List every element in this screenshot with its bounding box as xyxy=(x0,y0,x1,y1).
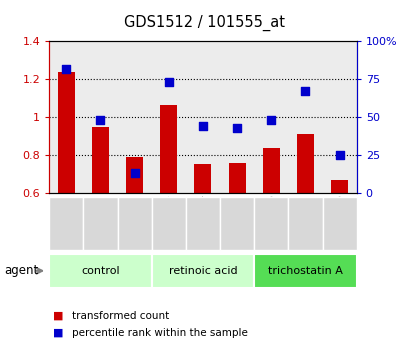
Point xyxy=(97,118,103,123)
Bar xyxy=(92,127,109,193)
Text: ■: ■ xyxy=(53,311,64,321)
Point xyxy=(199,124,206,129)
Bar xyxy=(254,41,288,193)
Text: control: control xyxy=(81,266,119,276)
Point xyxy=(165,80,172,85)
Bar xyxy=(330,180,347,193)
Text: percentile rank within the sample: percentile rank within the sample xyxy=(72,328,247,338)
Text: GDS1512 / 101555_at: GDS1512 / 101555_at xyxy=(124,15,285,31)
Point xyxy=(233,125,240,131)
Bar xyxy=(262,148,279,193)
Bar xyxy=(151,41,185,193)
Point xyxy=(335,152,342,158)
Bar xyxy=(296,134,313,193)
Bar xyxy=(117,41,151,193)
Bar xyxy=(185,41,220,193)
Bar xyxy=(322,41,356,193)
Bar xyxy=(160,105,177,193)
Point xyxy=(267,118,274,123)
Bar xyxy=(58,72,74,193)
Text: agent: agent xyxy=(4,264,38,277)
Bar xyxy=(220,41,254,193)
Point xyxy=(301,89,308,94)
Point xyxy=(63,66,70,71)
Bar xyxy=(194,164,211,193)
Text: ■: ■ xyxy=(53,328,64,338)
Bar xyxy=(83,41,117,193)
Bar xyxy=(228,163,245,193)
Bar xyxy=(288,41,322,193)
Text: retinoic acid: retinoic acid xyxy=(168,266,237,276)
Bar xyxy=(126,157,143,193)
Text: trichostatin A: trichostatin A xyxy=(267,266,342,276)
Text: transformed count: transformed count xyxy=(72,311,169,321)
Point xyxy=(131,171,137,176)
Bar xyxy=(49,41,83,193)
